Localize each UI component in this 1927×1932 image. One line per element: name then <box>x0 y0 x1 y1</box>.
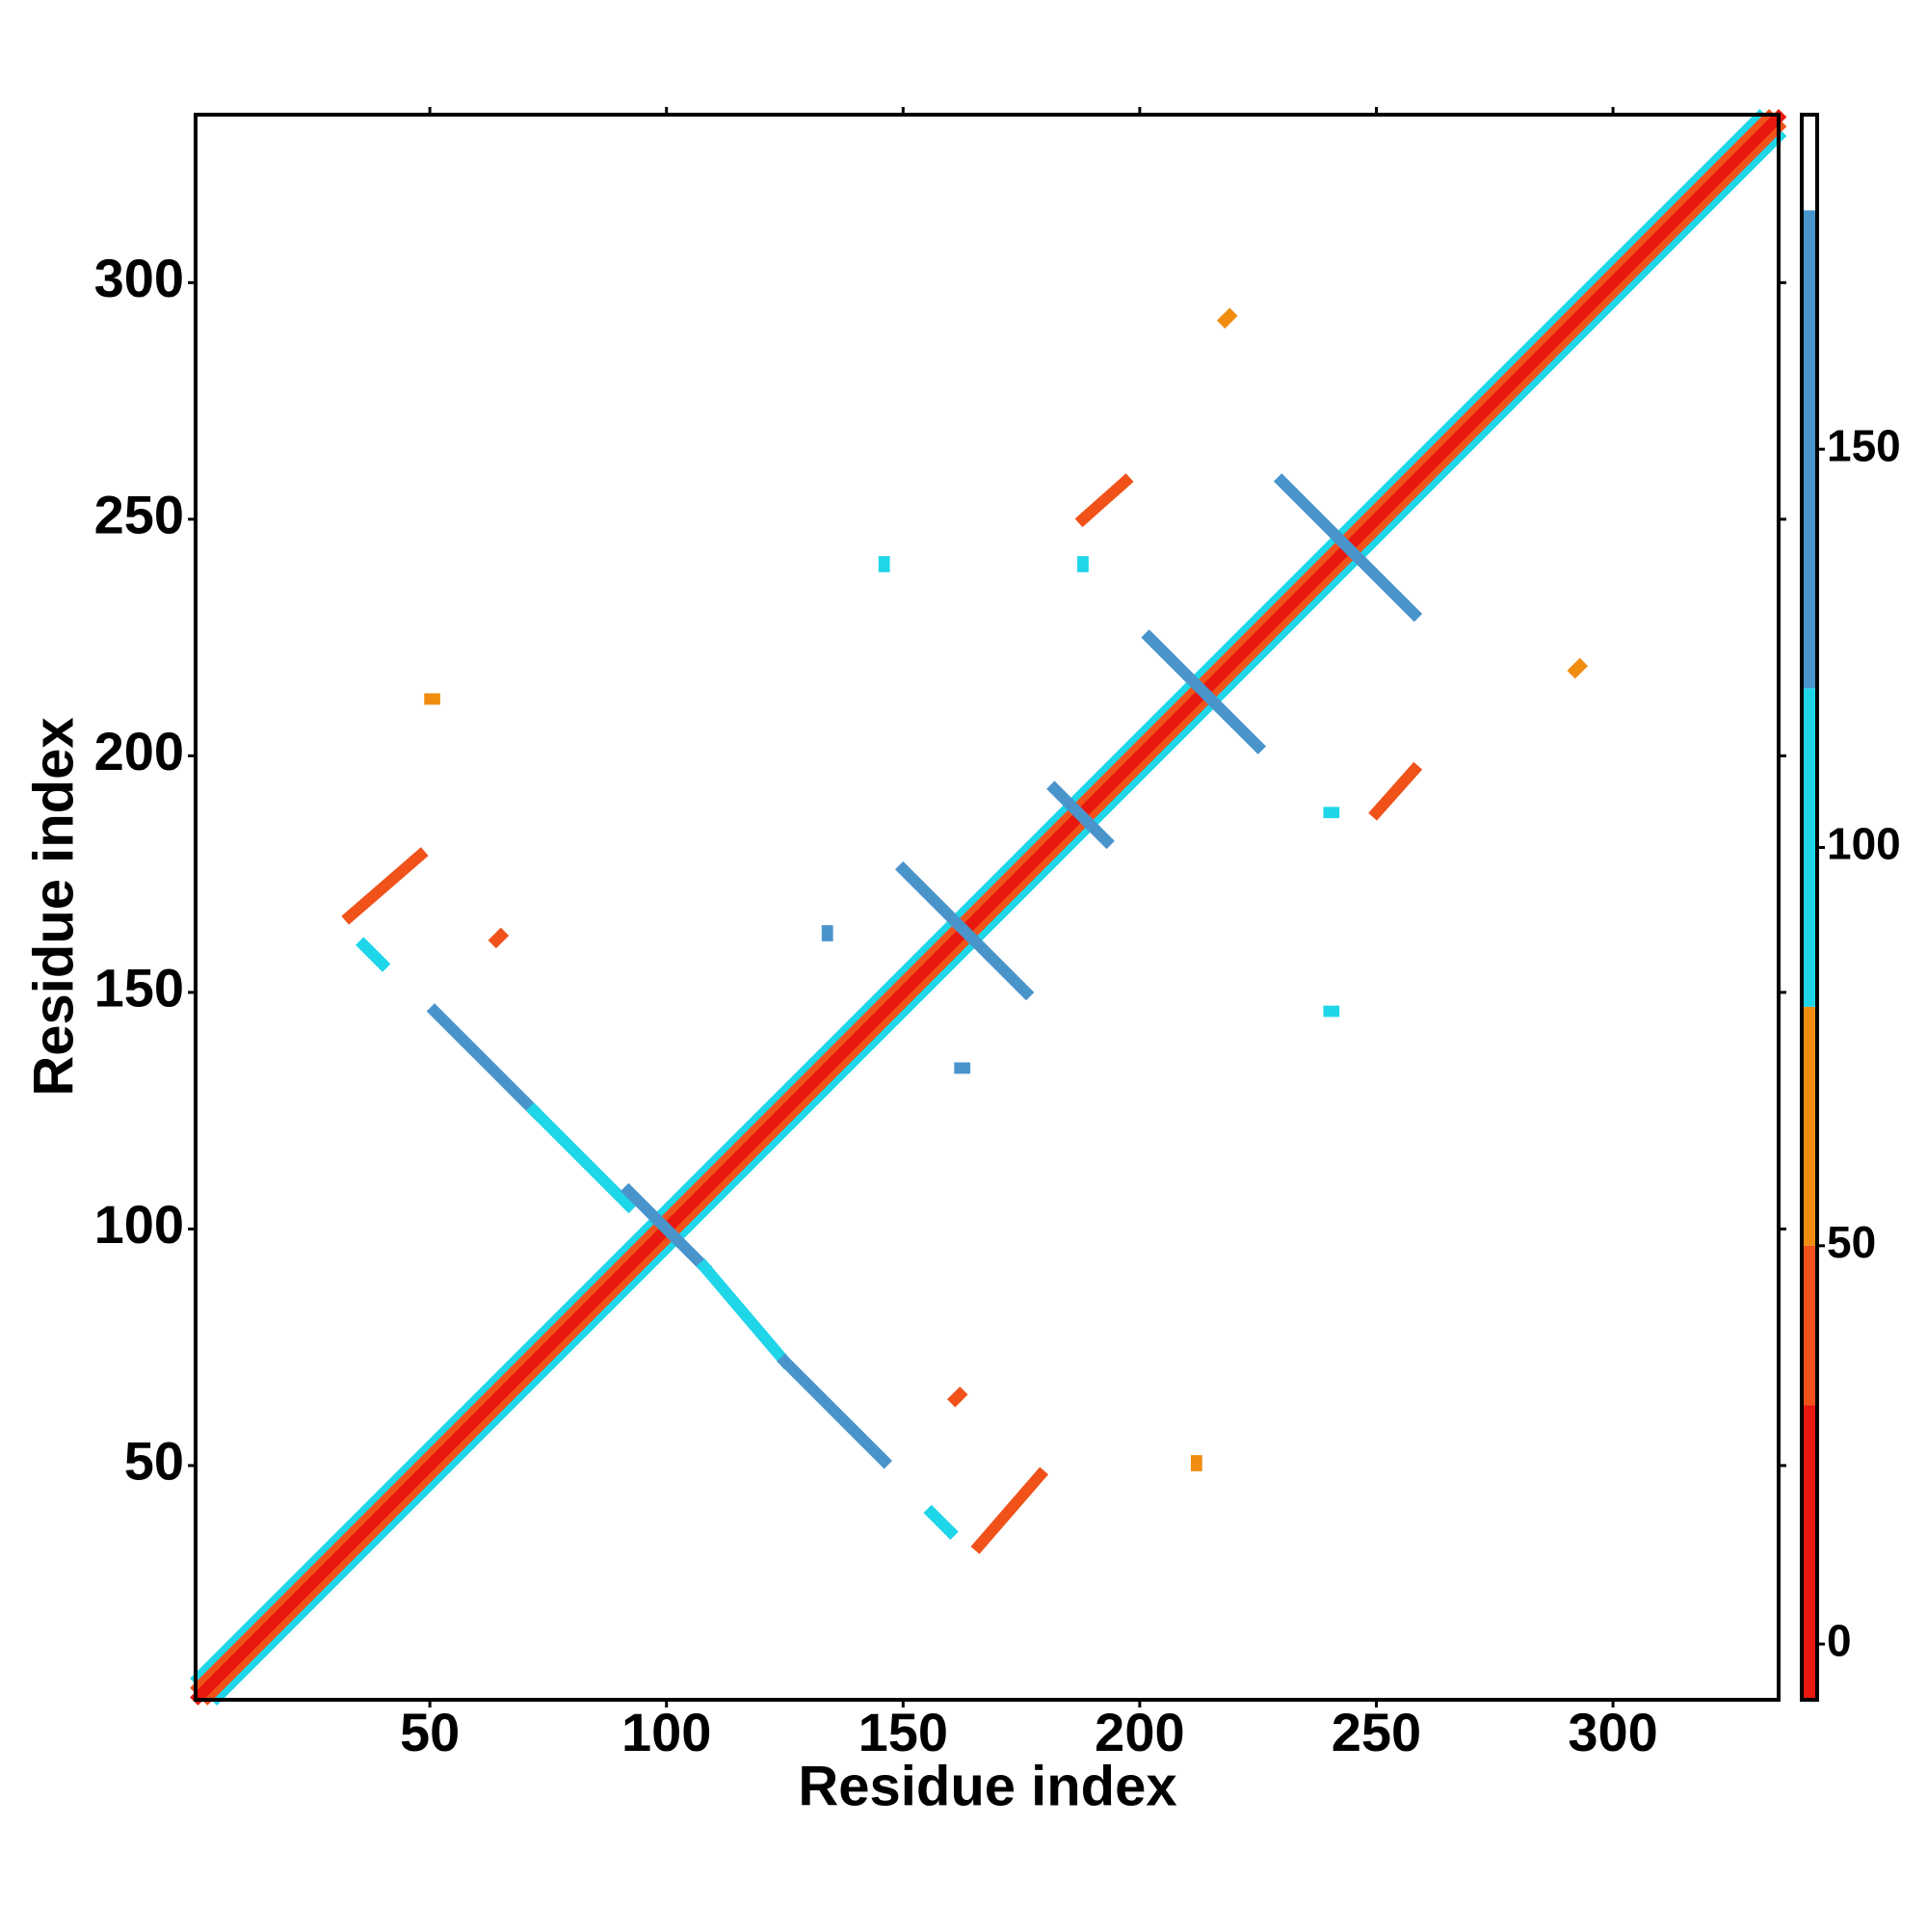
y-tick-label: 100 <box>94 1194 184 1255</box>
y-tick-label: 300 <box>94 248 184 308</box>
colorbar-bin <box>1802 1006 1817 1246</box>
contact-segment <box>525 1102 637 1214</box>
colorbar-tick-label: 150 <box>1827 420 1901 470</box>
colorbar-tick-label: 100 <box>1827 819 1901 869</box>
x-axis-title: Residue index <box>798 1755 1176 1817</box>
contact-segment <box>356 937 391 972</box>
x-tick-label: 300 <box>1568 1702 1657 1762</box>
contact-segment <box>190 109 1768 1687</box>
contact-segment <box>1046 781 1115 850</box>
colorbar-tick-label: 50 <box>1827 1217 1876 1267</box>
colorbar-bin <box>1802 1405 1817 1700</box>
colorbar-tick-label: 0 <box>1827 1615 1852 1665</box>
y-axis-title: Residue index <box>22 717 85 1096</box>
x-tick-label: 150 <box>858 1702 948 1762</box>
contact-segment <box>620 1182 713 1276</box>
contact-segment <box>426 1003 542 1119</box>
contact-segment <box>947 1386 968 1408</box>
colorbar-bin <box>1802 1245 1817 1406</box>
contact-segment <box>894 860 1035 1001</box>
x-tick-label: 50 <box>400 1702 460 1762</box>
contact-segment <box>1273 473 1423 622</box>
contact-segment <box>198 118 1787 1706</box>
plot-frame <box>194 113 1781 1702</box>
contact-segment <box>1216 307 1238 329</box>
contact-segment <box>190 109 1787 1706</box>
contact-segment <box>696 1258 793 1370</box>
colorbar-bin <box>1802 210 1817 689</box>
x-tick-label: 200 <box>1095 1702 1184 1762</box>
contact-segment <box>488 927 510 949</box>
colorbar-frame <box>1800 113 1819 1702</box>
colorbar-bin <box>1802 115 1817 211</box>
contact-segment <box>777 1353 893 1469</box>
y-tick-label: 150 <box>94 958 184 1019</box>
y-tick-label: 200 <box>94 721 184 781</box>
contact-segment <box>970 1467 1049 1554</box>
contact-segment <box>923 1504 959 1541</box>
contact-segment <box>1141 629 1267 754</box>
contact-segment <box>341 847 429 925</box>
contact-segment <box>1368 761 1423 821</box>
contact-segment <box>190 109 1778 1697</box>
y-tick-label: 50 <box>124 1431 184 1492</box>
contact-segment <box>1567 657 1589 679</box>
x-tick-label: 100 <box>621 1702 711 1762</box>
y-tick-label: 250 <box>94 485 184 545</box>
x-tick-label: 250 <box>1332 1702 1421 1762</box>
colorbar-bin <box>1802 688 1817 1007</box>
contact-segment <box>1074 473 1134 528</box>
contact-segment <box>208 127 1787 1706</box>
